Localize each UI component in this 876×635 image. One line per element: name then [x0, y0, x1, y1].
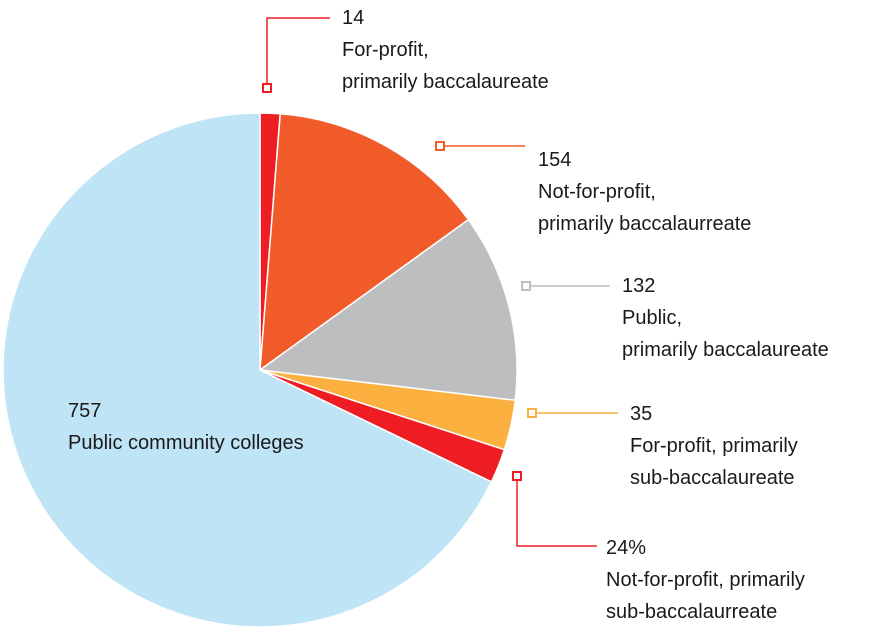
value-label: 757: [68, 400, 102, 422]
pie-slice: [258, 218, 518, 402]
pie-slice: [2, 112, 493, 628]
callout-marker: [435, 141, 445, 151]
callout-marker: [527, 408, 537, 418]
slice-label: 132 Public, primarily baccalaureate: [622, 270, 829, 366]
slice-label: 24% Not-for-profit, primarily sub-baccala…: [606, 532, 805, 628]
slice-label: 757 Public community colleges: [68, 395, 304, 459]
slice-label: 14 For-profit, primarily baccalaureate: [342, 2, 549, 98]
value-label: 154: [538, 149, 572, 171]
category-label: Public, primarily baccalaureate: [622, 307, 829, 361]
category-label: Not-for-profit, primarily baccalaurreate: [538, 181, 752, 235]
pie-slice: [259, 112, 470, 372]
slice-label: 35 For-profit, primarily sub-baccalaureat…: [630, 398, 798, 494]
callout-marker: [262, 83, 272, 93]
slice-label: 154 Not-for-profit, primarily baccalaurre…: [538, 144, 751, 240]
callout-marker: [512, 471, 522, 481]
category-label: Public community colleges: [68, 432, 304, 454]
category-label: For-profit, primarily sub-baccalaureate: [630, 435, 798, 489]
callout-marker: [521, 281, 531, 291]
value-label: 35: [630, 403, 653, 425]
value-label: 24%: [606, 537, 647, 559]
category-label: For-profit, primarily baccalaureate: [342, 39, 549, 93]
callout-line: [516, 476, 597, 547]
callout-line: [266, 17, 330, 88]
value-label: 132: [622, 275, 656, 297]
category-label: Not-for-profit, primarily sub-baccalaurr…: [606, 569, 805, 623]
value-label: 14: [342, 7, 365, 29]
